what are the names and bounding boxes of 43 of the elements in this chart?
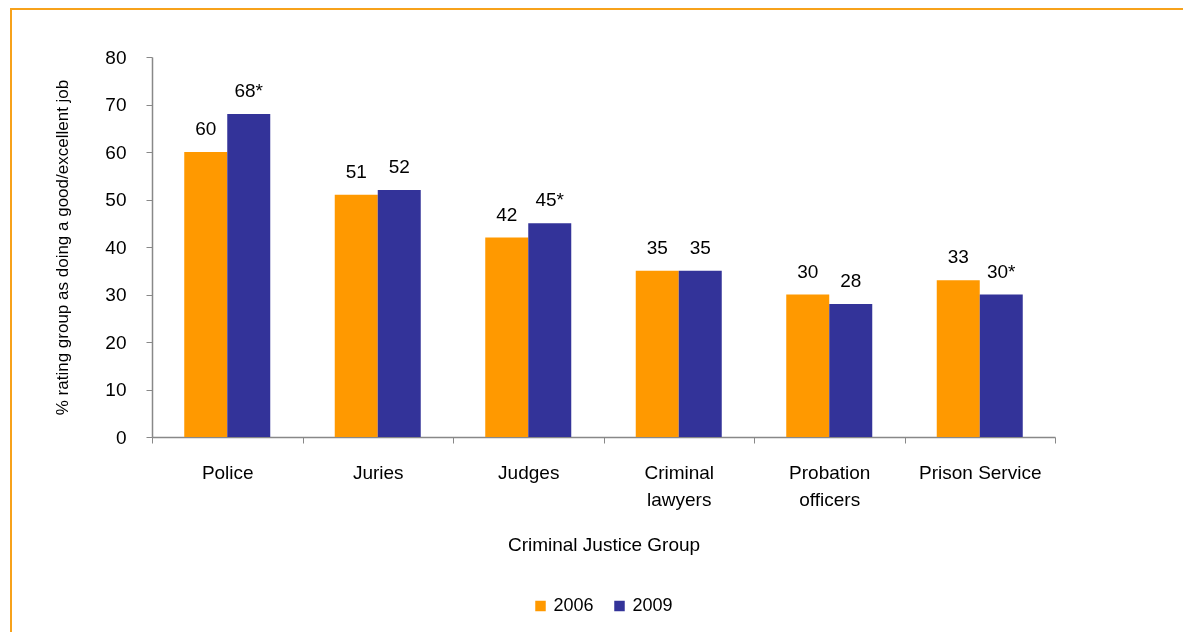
y-tick-label: 0 bbox=[115, 426, 127, 448]
data-label: 30* bbox=[986, 260, 1017, 282]
data-label: 60 bbox=[195, 118, 217, 139]
bar bbox=[936, 280, 980, 437]
x-tick-label: Police bbox=[201, 461, 254, 483]
bar bbox=[184, 152, 228, 437]
data-label: 45* bbox=[535, 189, 565, 211]
bar bbox=[678, 270, 722, 437]
data-label: 52 bbox=[388, 156, 410, 177]
y-tick-label: 40 bbox=[105, 236, 127, 258]
bar bbox=[227, 114, 271, 437]
y-tick-label: 10 bbox=[105, 379, 127, 400]
legend-label: 2009 bbox=[632, 595, 673, 615]
y-tick-label: 80 bbox=[105, 46, 127, 68]
bar bbox=[485, 237, 529, 437]
data-label: 33 bbox=[947, 246, 969, 268]
bar bbox=[829, 304, 873, 437]
data-label: 28 bbox=[840, 270, 862, 291]
y-tick-label: 20 bbox=[105, 331, 127, 353]
y-tick-label: 60 bbox=[105, 141, 127, 163]
data-label: 35 bbox=[646, 236, 668, 258]
bar bbox=[635, 270, 679, 437]
y-tick-label: 50 bbox=[105, 189, 127, 210]
bar bbox=[334, 194, 378, 437]
x-tick-label: Prison Service bbox=[919, 461, 1042, 483]
data-label: 51 bbox=[345, 160, 367, 182]
x-tick-label: Judges bbox=[498, 461, 560, 483]
x-axis-title: Criminal Justice Group bbox=[507, 533, 701, 555]
y-axis-title: % rating group as doing a good/excellent job bbox=[53, 79, 73, 416]
bar bbox=[528, 223, 572, 437]
x-tick-label: Juries bbox=[352, 461, 404, 483]
bar bbox=[377, 190, 421, 437]
bar bbox=[786, 294, 830, 437]
x-tick-label: Criminal lawyers bbox=[644, 461, 715, 510]
data-label: 35 bbox=[689, 236, 711, 258]
x-tick-label: Probation officers bbox=[789, 461, 871, 510]
data-label: 42 bbox=[496, 203, 518, 225]
y-tick-label: 30 bbox=[105, 284, 127, 305]
bar bbox=[979, 294, 1023, 437]
y-tick-label: 70 bbox=[105, 94, 127, 115]
data-label: 30 bbox=[797, 260, 819, 282]
legend-label: 2006 bbox=[553, 595, 594, 615]
data-label: 68* bbox=[234, 80, 264, 101]
